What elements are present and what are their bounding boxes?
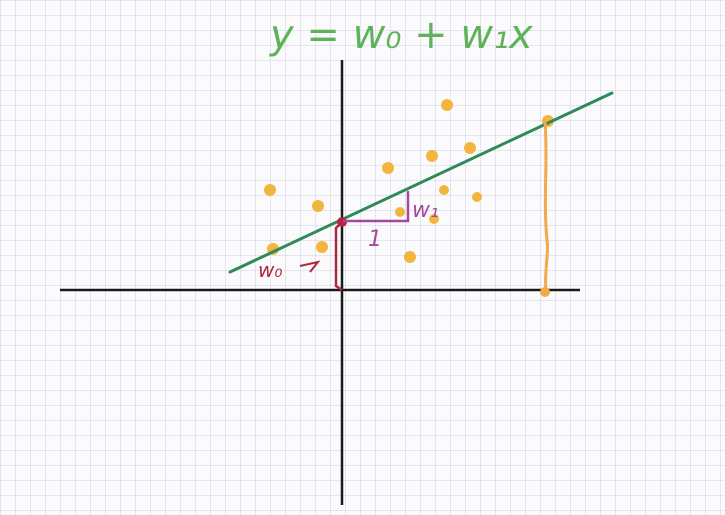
data-point (429, 214, 439, 224)
data-point (472, 192, 482, 202)
data-point (395, 207, 405, 217)
intercept-arrow (299, 260, 321, 273)
data-points (264, 99, 554, 263)
data-point (439, 185, 449, 195)
data-point (426, 150, 438, 162)
data-point (382, 162, 394, 174)
data-point (316, 241, 328, 253)
w1-label: w₁ (412, 198, 439, 223)
w0-label: w₀ (258, 258, 282, 282)
equation-title: y = w₀ + w₁x (269, 12, 533, 58)
data-point (312, 200, 324, 212)
regression-line (228, 91, 614, 274)
run-label: 1 (368, 227, 382, 252)
data-point (464, 142, 476, 154)
residual-line (543, 119, 549, 294)
data-point (441, 99, 453, 111)
intercept-point (337, 217, 347, 227)
residual-foot-point (540, 287, 550, 297)
slope-triangle (342, 190, 410, 223)
data-point (404, 251, 416, 263)
data-point (264, 184, 276, 196)
